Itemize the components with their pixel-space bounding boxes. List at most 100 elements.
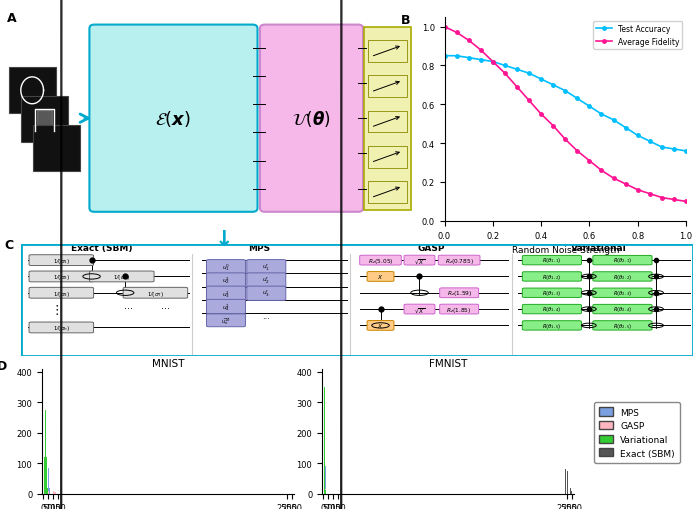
Text: $u_2^1$: $u_2^1$ bbox=[222, 275, 230, 286]
Text: $R(\theta_{1,4})$: $R(\theta_{1,4})$ bbox=[542, 305, 561, 314]
FancyBboxPatch shape bbox=[438, 256, 480, 266]
Average Fidelity bbox=[622, 182, 630, 188]
Text: $R(\theta_{2,3})$: $R(\theta_{2,3})$ bbox=[612, 289, 632, 297]
FancyBboxPatch shape bbox=[364, 28, 411, 210]
FancyBboxPatch shape bbox=[522, 256, 582, 265]
Text: $u_2^r$: $u_2^r$ bbox=[262, 275, 270, 286]
FancyBboxPatch shape bbox=[34, 125, 80, 172]
Text: $u_{n}^{10}$: $u_{n}^{10}$ bbox=[221, 315, 231, 326]
Average Fidelity bbox=[573, 149, 582, 155]
FancyBboxPatch shape bbox=[593, 289, 652, 298]
Average Fidelity bbox=[477, 48, 485, 54]
Text: $R(\theta_{1,2})$: $R(\theta_{1,2})$ bbox=[542, 273, 561, 281]
Test Accuracy bbox=[537, 77, 545, 83]
Average Fidelity bbox=[465, 38, 473, 44]
Text: $\mathcal{U}(\sigma_1)$: $\mathcal{U}(\sigma_1)$ bbox=[52, 256, 70, 266]
Average Fidelity bbox=[658, 195, 666, 201]
Text: $R(\theta_{2,2})$: $R(\theta_{2,2})$ bbox=[612, 273, 632, 281]
Test Accuracy bbox=[622, 125, 630, 131]
Text: $X$: $X$ bbox=[377, 273, 384, 281]
Text: $R_z(1.59)$: $R_z(1.59)$ bbox=[447, 289, 472, 298]
FancyBboxPatch shape bbox=[21, 97, 68, 143]
FancyBboxPatch shape bbox=[404, 304, 435, 315]
FancyBboxPatch shape bbox=[90, 271, 154, 282]
Test Accuracy bbox=[500, 63, 509, 69]
Text: $R_z(5.05)$: $R_z(5.05)$ bbox=[368, 256, 393, 265]
X-axis label: Random Noise Strength: Random Noise Strength bbox=[512, 246, 619, 254]
Test Accuracy bbox=[658, 145, 666, 151]
Average Fidelity bbox=[670, 197, 678, 203]
Test Accuracy bbox=[512, 67, 521, 73]
Text: $u_3^1$: $u_3^1$ bbox=[222, 288, 230, 299]
Average Fidelity bbox=[634, 187, 642, 193]
FancyBboxPatch shape bbox=[29, 271, 94, 282]
FancyBboxPatch shape bbox=[90, 25, 258, 212]
Text: $\mathcal{U}(\sigma_7)$: $\mathcal{U}(\sigma_7)$ bbox=[147, 288, 164, 298]
Text: $u_1^0$: $u_1^0$ bbox=[222, 262, 230, 273]
FancyBboxPatch shape bbox=[404, 256, 435, 266]
FancyBboxPatch shape bbox=[206, 273, 246, 288]
Average Fidelity bbox=[609, 176, 617, 182]
Test Accuracy bbox=[561, 89, 570, 95]
Text: $R_z(0.785)$: $R_z(0.785)$ bbox=[444, 256, 474, 265]
FancyBboxPatch shape bbox=[522, 305, 582, 314]
FancyBboxPatch shape bbox=[440, 304, 479, 315]
Average Fidelity bbox=[537, 111, 545, 118]
Average Fidelity bbox=[489, 60, 497, 66]
Test Accuracy bbox=[682, 149, 690, 155]
Text: $\mathcal{U}(\sigma_6)$: $\mathcal{U}(\sigma_6)$ bbox=[113, 272, 130, 282]
FancyBboxPatch shape bbox=[367, 321, 394, 331]
Text: ...: ... bbox=[262, 311, 270, 320]
FancyBboxPatch shape bbox=[522, 321, 582, 330]
Average Fidelity bbox=[440, 24, 449, 31]
Average Fidelity bbox=[500, 71, 509, 77]
FancyBboxPatch shape bbox=[522, 272, 582, 281]
Test Accuracy bbox=[645, 139, 654, 145]
Test Accuracy bbox=[597, 111, 606, 118]
Text: $\mathcal{U}(\sigma_n)$: $\mathcal{U}(\sigma_n)$ bbox=[52, 323, 70, 333]
FancyBboxPatch shape bbox=[29, 255, 94, 266]
Line: Test Accuracy: Test Accuracy bbox=[443, 55, 687, 153]
Test Accuracy bbox=[452, 53, 461, 60]
Text: $\sqrt{X}$: $\sqrt{X}$ bbox=[414, 305, 425, 314]
FancyBboxPatch shape bbox=[206, 287, 246, 301]
Text: ↓: ↓ bbox=[215, 229, 233, 249]
Text: MPS: MPS bbox=[248, 243, 271, 252]
Average Fidelity bbox=[645, 191, 654, 197]
Text: B: B bbox=[401, 14, 410, 26]
Text: $u_4^1$: $u_4^1$ bbox=[222, 301, 230, 313]
Title: MNIST: MNIST bbox=[152, 358, 184, 368]
Title: FMNIST: FMNIST bbox=[429, 358, 467, 368]
Test Accuracy bbox=[573, 96, 582, 102]
Text: $u_1^r$: $u_1^r$ bbox=[262, 262, 270, 272]
Test Accuracy bbox=[670, 147, 678, 153]
Text: $R(\theta_{2,4})$: $R(\theta_{2,4})$ bbox=[612, 305, 632, 314]
FancyBboxPatch shape bbox=[9, 68, 56, 114]
Average Fidelity bbox=[525, 98, 533, 104]
FancyBboxPatch shape bbox=[367, 272, 394, 282]
Text: Exact (SBM): Exact (SBM) bbox=[71, 243, 132, 252]
Average Fidelity bbox=[452, 30, 461, 36]
Text: A: A bbox=[6, 12, 16, 25]
Text: $R(\theta_{2,1})$: $R(\theta_{2,1})$ bbox=[612, 257, 632, 265]
Line: Average Fidelity: Average Fidelity bbox=[443, 26, 687, 204]
FancyBboxPatch shape bbox=[360, 256, 401, 266]
Average Fidelity bbox=[597, 168, 606, 174]
Text: GASP: GASP bbox=[417, 243, 444, 252]
Average Fidelity bbox=[682, 199, 690, 205]
Text: $X$: $X$ bbox=[377, 322, 384, 330]
Text: $R_z(1.85)$: $R_z(1.85)$ bbox=[447, 305, 472, 314]
Test Accuracy bbox=[609, 118, 617, 124]
Test Accuracy bbox=[585, 104, 594, 110]
Bar bbox=[21, 244, 693, 356]
Test Accuracy bbox=[634, 133, 642, 139]
Legend: Test Accuracy, Average Fidelity: Test Accuracy, Average Fidelity bbox=[593, 21, 682, 49]
FancyBboxPatch shape bbox=[593, 256, 652, 265]
FancyBboxPatch shape bbox=[206, 260, 246, 274]
Test Accuracy bbox=[465, 55, 473, 62]
Text: $\mathcal{U}(\sigma_3)$: $\mathcal{U}(\sigma_3)$ bbox=[52, 288, 70, 298]
Average Fidelity bbox=[561, 137, 570, 143]
FancyBboxPatch shape bbox=[522, 289, 582, 298]
FancyBboxPatch shape bbox=[593, 272, 652, 281]
Text: $R(\theta_{2,5})$: $R(\theta_{2,5})$ bbox=[612, 322, 632, 330]
